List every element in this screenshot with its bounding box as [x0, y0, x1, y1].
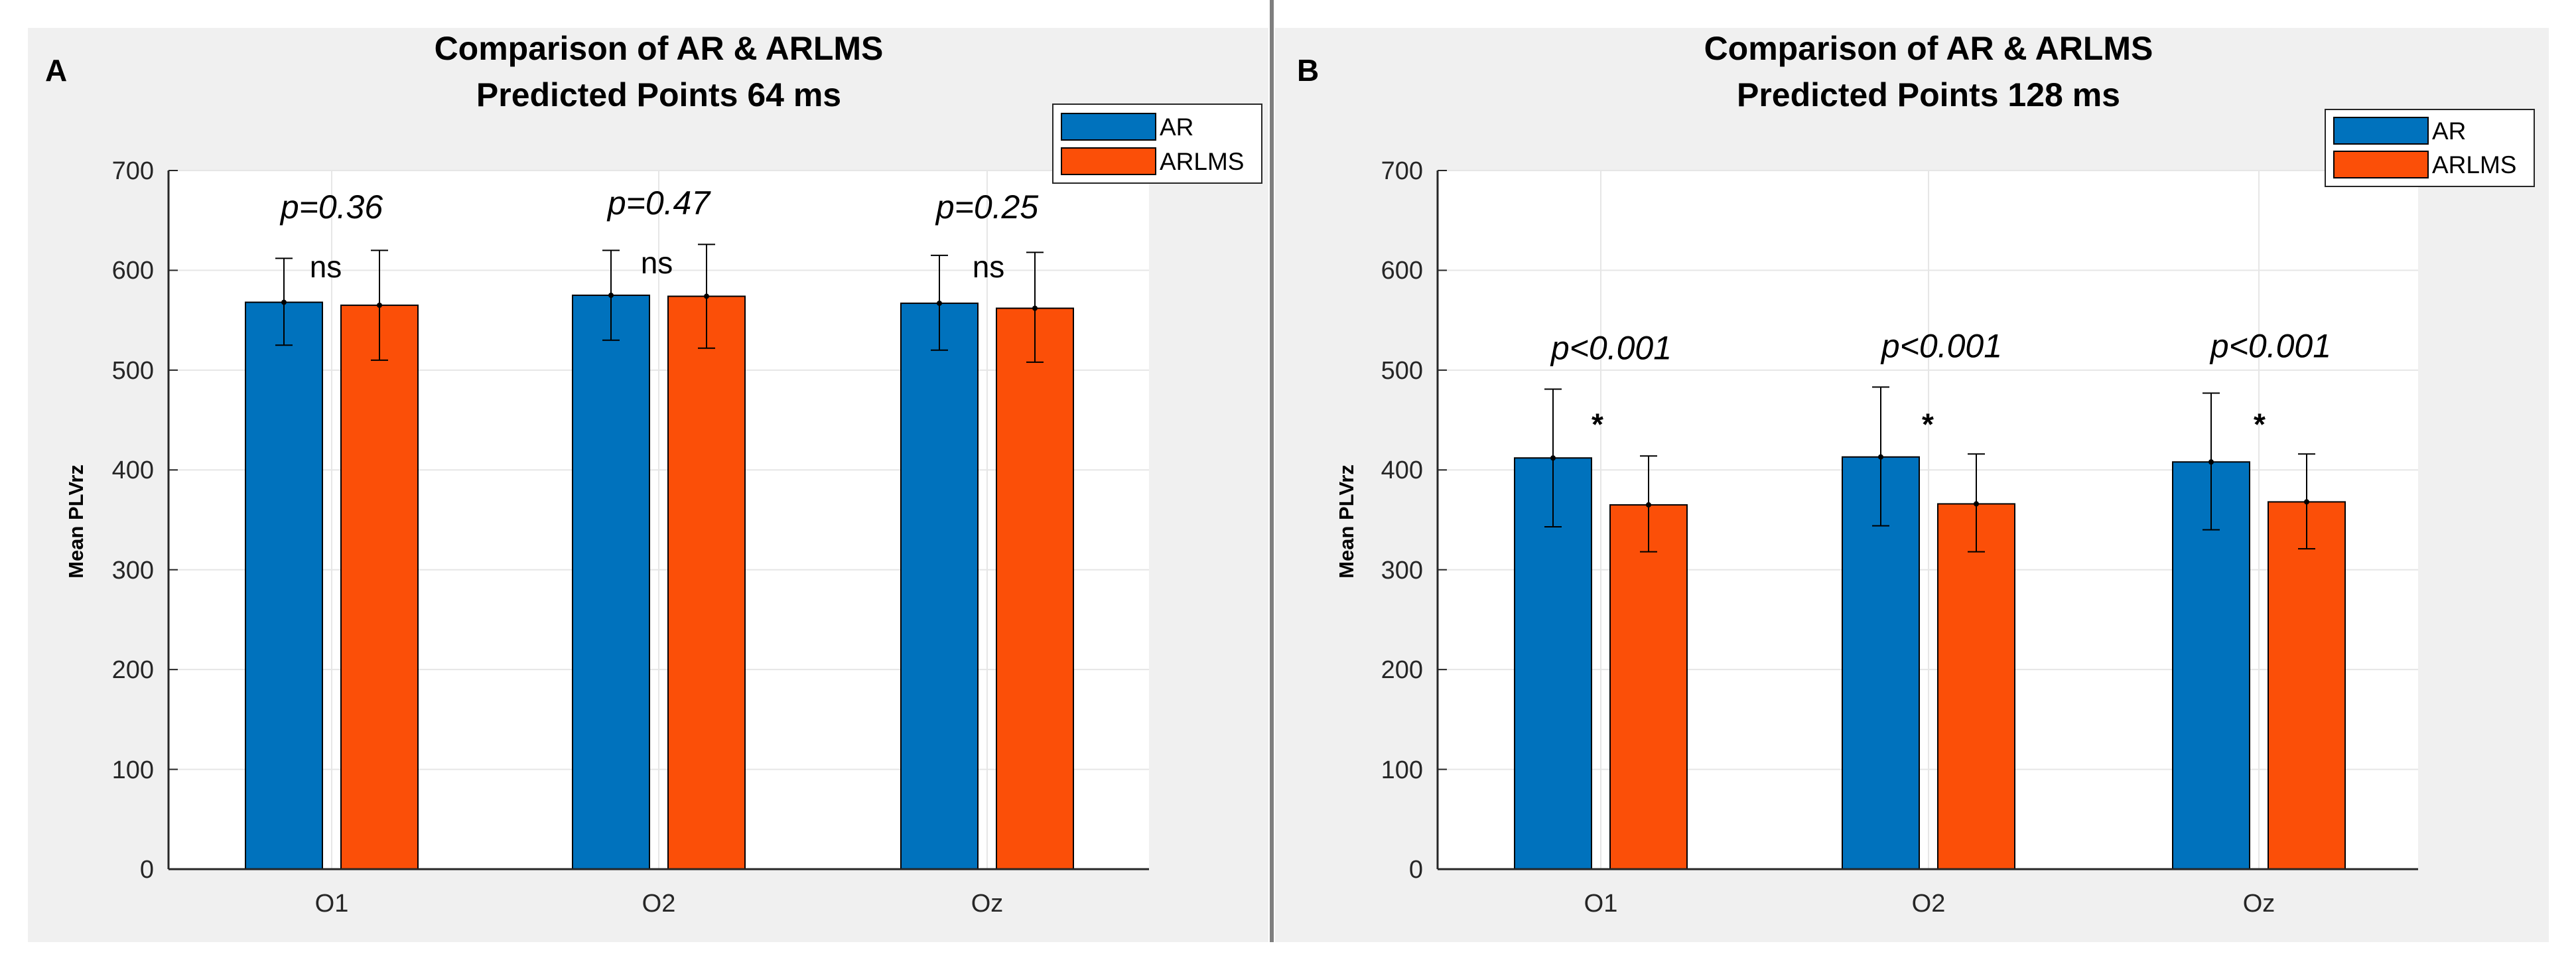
y-tick-label: 700	[1381, 157, 1423, 185]
y-tick-label: 400	[1381, 456, 1423, 484]
legend-label-arlms: ARLMS	[1160, 148, 1244, 175]
error-bar-ar-o1	[1544, 388, 1562, 528]
legend-swatch-arlms	[2333, 151, 2429, 178]
y-tick-label: 200	[112, 656, 154, 684]
bar-arlms-oz	[996, 307, 1074, 870]
error-bar-ar-o2	[602, 249, 620, 341]
y-tick-label: 0	[1409, 856, 1423, 884]
y-tick-label: 500	[1381, 357, 1423, 385]
x-tick-label-oz: Oz	[971, 890, 1004, 918]
bar-ar-oz	[900, 303, 979, 870]
panel-a-label: A	[45, 53, 67, 88]
panel-b-y-ticks: 0 100 200 300 400 500 600 700	[1381, 157, 1423, 884]
x-tick-label-o2: O2	[642, 890, 676, 918]
y-tick-label: 400	[112, 456, 154, 484]
mean-marker	[704, 293, 709, 299]
mean-marker	[1550, 455, 1556, 461]
legend-label-ar: AR	[1160, 113, 1193, 141]
significance-label: *	[1592, 407, 1603, 442]
p-value-label: p<0.001	[1880, 327, 2002, 364]
error-bar-ar-oz	[2203, 392, 2220, 531]
panel-b-label: B	[1297, 53, 1319, 88]
y-tick-label: 0	[140, 856, 154, 884]
legend-label-arlms: ARLMS	[2432, 151, 2516, 178]
mean-marker	[2208, 459, 2214, 465]
significance-label: *	[1922, 407, 1934, 442]
panel-a-grid	[169, 170, 1149, 870]
panel-b-y-axis-label: Mean PLVrz	[1335, 464, 1358, 579]
mean-marker	[937, 301, 942, 307]
error-bar-arlms-o1	[1640, 455, 1657, 553]
panel-b-x-ticks: O1 O2 Oz	[1584, 890, 2275, 918]
y-tick-label: 100	[1381, 756, 1423, 784]
legend-label-ar: AR	[2432, 117, 2466, 145]
mean-marker	[281, 299, 287, 305]
bar-ar-o1	[245, 301, 323, 870]
panel-b-legend: AR ARLMS	[2325, 109, 2535, 187]
error-bar-arlms-oz	[2298, 453, 2315, 550]
p-value-label: p<0.001	[1550, 329, 1672, 366]
panel-b-bars	[1514, 386, 2346, 870]
bar-arlms-o1	[1609, 504, 1688, 870]
p-value-label: p=0.25	[935, 188, 1039, 226]
legend-swatch-ar	[2333, 117, 2429, 145]
error-bar-arlms-oz	[1026, 251, 1044, 363]
panel-b-subtitle: Predicted Points 128 ms	[1737, 76, 2120, 113]
y-tick-label: 300	[1381, 557, 1423, 585]
panel-a-legend: AR ARLMS	[1052, 104, 1262, 184]
mean-marker	[377, 303, 382, 309]
y-tick-label: 700	[112, 157, 154, 185]
mean-marker	[2304, 499, 2309, 505]
error-bar-ar-oz	[931, 254, 948, 351]
legend-swatch-ar	[1061, 113, 1156, 141]
error-bar-arlms-o1	[371, 249, 388, 361]
mean-marker	[1974, 501, 1979, 507]
y-tick-label: 500	[112, 357, 154, 385]
p-value-label: p<0.001	[2209, 327, 2331, 364]
panel-a-x-ticks: O1 O2 Oz	[315, 890, 1004, 918]
bar-ar-o2	[572, 295, 650, 870]
bar-arlms-o2	[667, 295, 746, 870]
error-bar-ar-o2	[1872, 386, 1889, 527]
significance-label: *	[2254, 407, 2266, 442]
significance-label: ns	[973, 249, 1005, 284]
y-tick-label: 600	[112, 257, 154, 285]
panel-a: A Comparison of AR & ARLMS Predicted Poi…	[28, 28, 1268, 942]
p-value-label: p=0.47	[606, 184, 712, 222]
y-tick-label: 200	[1381, 656, 1423, 684]
mean-marker	[608, 293, 614, 299]
panel-a-annotations: p=0.36 ns p=0.47 ns p=0.25 ns	[279, 184, 1039, 284]
panel-b: B Comparison of AR & ARLMS Predicted Poi…	[1275, 28, 2549, 942]
error-bar-arlms-o2	[698, 243, 715, 349]
panel-a-y-axis-label: Mean PLVrz	[64, 464, 88, 579]
legend-swatch-arlms	[1061, 147, 1156, 175]
panel-a-y-ticks: 0 100 200 300 400 500 600 700	[112, 157, 154, 884]
panel-a-subtitle: Predicted Points 64 ms	[476, 76, 841, 113]
y-tick-label: 100	[112, 756, 154, 784]
error-bar-arlms-o2	[1968, 453, 1985, 553]
x-tick-label-o1: O1	[1584, 890, 1618, 918]
bar-arlms-oz	[2268, 501, 2346, 870]
bar-arlms-o2	[1937, 503, 2015, 870]
mean-marker	[1646, 502, 1651, 508]
panel-b-annotations: p<0.001 * p<0.001 * p<0.001 *	[1550, 327, 2331, 441]
p-value-label: p=0.36	[279, 188, 383, 226]
mean-marker	[1032, 305, 1038, 311]
significance-label: ns	[310, 249, 342, 284]
x-tick-label-oz: Oz	[2243, 890, 2275, 918]
bar-arlms-o1	[340, 305, 419, 870]
x-tick-label-o2: O2	[1912, 890, 1946, 918]
significance-label: ns	[641, 245, 673, 280]
error-bar-ar-o1	[275, 257, 293, 346]
mean-marker	[1878, 454, 1883, 460]
panel-b-title: Comparison of AR & ARLMS	[1704, 30, 2153, 67]
x-tick-label-o1: O1	[315, 890, 349, 918]
panel-a-title: Comparison of AR & ARLMS	[435, 30, 884, 67]
y-tick-label: 600	[1381, 257, 1423, 285]
y-tick-label: 300	[112, 557, 154, 585]
panel-a-bars	[245, 243, 1074, 870]
